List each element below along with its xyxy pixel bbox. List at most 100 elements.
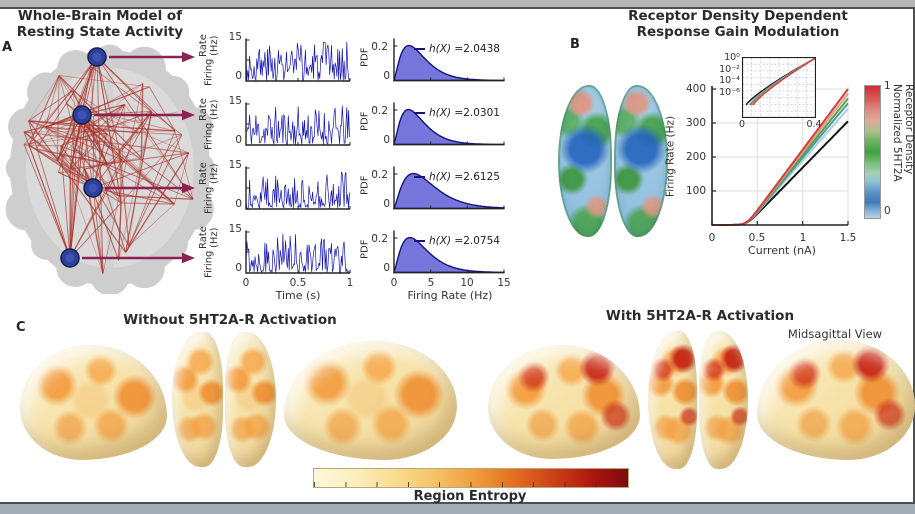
brain-without-midsagittal xyxy=(284,341,457,460)
ts-ylabel-3: Firing Rate (Hz) xyxy=(198,161,220,214)
receptor-density-colorbar xyxy=(864,85,881,219)
brain-without-dorsal-right xyxy=(225,332,276,467)
ts-ylabel-2: Firing Rate (Hz) xyxy=(198,97,220,150)
inset-xtick-0: 0 xyxy=(738,119,746,130)
brain-without-dorsal xyxy=(172,332,276,467)
fi-ytick-200: 200 xyxy=(685,151,706,163)
time-tick-0: 0 xyxy=(242,277,250,289)
legend-line-icon xyxy=(414,175,425,179)
time-tick-05: 0.5 xyxy=(289,277,307,289)
inset-xtick-04: 0.4 xyxy=(806,119,822,130)
receptor-cbar-min: 0 xyxy=(884,205,891,217)
pdf-ymax-1: 0.2 xyxy=(371,41,388,53)
fi-ytick-100: 100 xyxy=(685,185,706,197)
entropy-value-3: 2.6125 xyxy=(463,171,500,183)
ts-ymax-2: 15 xyxy=(228,95,242,107)
pdf-ymax-2: 0.2 xyxy=(371,105,388,117)
fi-ytick-300: 300 xyxy=(685,117,706,129)
panel-b-title: Receptor Density Dependent Response Gain… xyxy=(628,8,848,40)
time-tick-1: 1 xyxy=(346,277,354,289)
ts-ymax-3: 15 xyxy=(228,159,242,171)
fi-ytick-400: 400 xyxy=(685,83,706,95)
ts-ymax-4: 15 xyxy=(228,223,242,235)
brain-with-dorsal-right xyxy=(699,331,748,469)
ts-ymax-1: 15 xyxy=(228,31,242,43)
panel-a-title: Whole-Brain Model of Resting State Activ… xyxy=(16,8,184,40)
region-entropy-colorbar-ticks xyxy=(314,482,628,487)
rate-tick-15: 15 xyxy=(497,277,511,289)
panel-c-title-with: With 5HT2A-R Activation xyxy=(605,308,795,324)
fi-xtick-05: 0.5 xyxy=(748,232,766,244)
fi-inset-plot xyxy=(742,57,816,118)
legend-line-icon xyxy=(414,111,425,115)
ts-ylabel-4: Firing Rate (Hz) xyxy=(198,225,220,278)
receptor-brain-right-hemisphere xyxy=(613,85,668,237)
window-top-bar xyxy=(0,0,915,9)
inset-ytick-1: 10⁰ xyxy=(724,52,740,63)
time-series-plot-3 xyxy=(245,166,351,210)
brain-with-lateral-left xyxy=(488,345,640,459)
brain-without-lateral-left xyxy=(20,345,167,460)
pdf-ymin-3: 0 xyxy=(383,198,390,210)
fi-xtick-15: 1.5 xyxy=(839,232,857,244)
region-entropy-colorbar xyxy=(313,468,629,488)
receptor-density-brain xyxy=(558,85,668,237)
entropy-value-4: 2.0754 xyxy=(463,235,500,247)
fi-curve-plot xyxy=(711,86,849,226)
rate-axis-label: Firing Rate (Hz) xyxy=(407,289,493,302)
legend-line-icon xyxy=(414,47,425,51)
midsagittal-view-label: Midsagittal View xyxy=(787,327,883,341)
pdf-ymax-4: 0.2 xyxy=(371,233,388,245)
time-series-plot-1 xyxy=(245,38,351,82)
entropy-legend-2: h(X) = 2.0301 xyxy=(414,106,500,120)
receptor-cbar-max: 1 xyxy=(884,80,891,92)
pdf-ymin-4: 0 xyxy=(383,262,390,274)
region-entropy-label: Region Entropy xyxy=(413,489,527,504)
ts-ymin-2: 0 xyxy=(235,134,242,146)
fi-xtick-1: 1 xyxy=(799,232,807,244)
fi-xtick-0: 0 xyxy=(708,232,716,244)
fi-xlabel: Current (nA) xyxy=(748,244,816,257)
brain-with-dorsal-left xyxy=(648,331,697,469)
legend-line-icon xyxy=(414,239,425,243)
brain-with-dorsal xyxy=(648,331,748,469)
time-series-plot-4 xyxy=(245,230,351,274)
brain-with-midsagittal xyxy=(757,340,915,460)
brain-network-graphic xyxy=(5,44,215,294)
window-bottom-bar xyxy=(0,502,915,514)
ts-ymin-1: 0 xyxy=(235,70,242,82)
receptor-cbar-label: Normalized 5HT2A Receptor Density xyxy=(891,84,915,182)
entropy-legend-4: h(X) = 2.0754 xyxy=(414,234,500,248)
ts-ylabel-1: Firing Rate (Hz) xyxy=(198,33,220,86)
rate-tick-10: 10 xyxy=(460,277,474,289)
ts-ymin-3: 0 xyxy=(235,198,242,210)
panel-c-title-without: Without 5HT2A-R Activation xyxy=(123,312,337,328)
pdf-ymin-2: 0 xyxy=(383,134,390,146)
fi-ylabel: Firing Rate (Hz) xyxy=(664,115,677,197)
inset-ytick-4: 10⁻⁶ xyxy=(719,87,740,98)
panel-c-letter: C xyxy=(16,320,26,335)
receptor-brain-left-hemisphere xyxy=(558,85,613,237)
panel-a-letter: A xyxy=(2,40,13,55)
pdf-ymin-1: 0 xyxy=(383,70,390,82)
brain-without-dorsal-left xyxy=(172,332,223,467)
pdf-plot-1 xyxy=(393,38,505,82)
entropy-legend-3: h(X) = 2.6125 xyxy=(414,170,500,184)
entropy-legend-1: h(X) = 2.0438 xyxy=(414,42,500,56)
pdf-ymax-3: 0.2 xyxy=(371,169,388,181)
window-right-edge xyxy=(913,9,915,502)
panel-b-letter: B xyxy=(570,37,580,52)
entropy-value-1: 2.0438 xyxy=(463,43,500,55)
pdf-plot-4 xyxy=(393,230,505,274)
pdf-plot-2 xyxy=(393,102,505,146)
entropy-value-2: 2.0301 xyxy=(463,107,500,119)
time-axis-label: Time (s) xyxy=(275,289,321,302)
rate-tick-5: 5 xyxy=(427,277,435,289)
rate-tick-0: 0 xyxy=(390,277,398,289)
ts-ymin-4: 0 xyxy=(235,262,242,274)
inset-ytick-2: 10⁻² xyxy=(719,64,740,75)
time-series-plot-2 xyxy=(245,102,351,146)
inset-ytick-3: 10⁻⁴ xyxy=(719,75,740,86)
pdf-plot-3 xyxy=(392,166,505,210)
